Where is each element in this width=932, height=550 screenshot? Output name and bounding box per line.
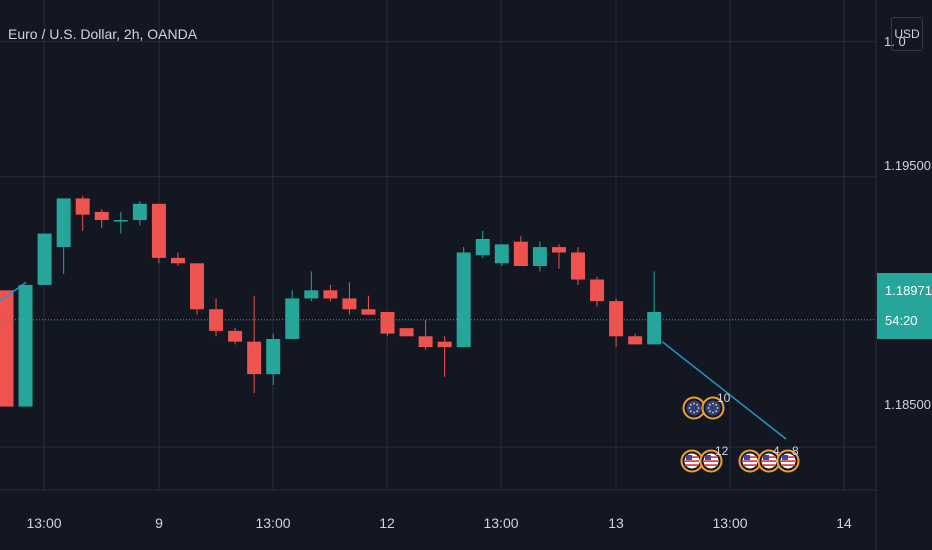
eu-star — [696, 403, 699, 406]
eu-star — [689, 410, 692, 413]
eu-star — [693, 402, 695, 405]
us-stripe — [781, 460, 795, 462]
us-stripe — [685, 460, 699, 462]
candle-body — [0, 290, 14, 407]
eu-star — [715, 403, 718, 406]
time-label: 13:00 — [483, 515, 519, 531]
us-stripe — [743, 464, 757, 466]
candle-body — [399, 328, 414, 337]
time-label: 13:00 — [712, 515, 748, 531]
eu-star — [696, 410, 699, 413]
candle-body — [113, 220, 128, 222]
us-stripe — [762, 464, 776, 466]
eu-star — [708, 410, 711, 413]
us-stripe — [704, 460, 718, 462]
projection-line — [661, 341, 787, 440]
candle-body — [228, 330, 243, 342]
us-canton — [744, 455, 750, 460]
candle-body — [132, 203, 147, 221]
time-label: 14 — [836, 515, 852, 531]
candle-body — [266, 338, 281, 375]
candle-body — [18, 284, 33, 407]
candle-body — [513, 241, 528, 266]
candle-body — [151, 203, 166, 258]
bar-countdown-label: 54:20 — [885, 313, 918, 328]
candle-body — [323, 290, 338, 299]
trend-line-segment — [0, 281, 27, 302]
candle-body — [94, 211, 109, 221]
eu-star — [707, 407, 710, 409]
price-label-top: 1. 0 — [884, 34, 906, 49]
time-label: 12 — [379, 515, 395, 531]
candle-body — [494, 244, 509, 264]
us-canton — [782, 455, 788, 460]
time-label: 13:00 — [26, 515, 62, 531]
us-stripe — [762, 460, 776, 462]
candle-body — [647, 311, 662, 345]
eu-star — [697, 407, 700, 409]
us-stripe — [743, 460, 757, 462]
event-marker-us: 8 — [776, 444, 800, 473]
price-label-2: 1.18500 — [884, 397, 931, 412]
event-marker-eu: 10 — [701, 391, 731, 420]
candle-body — [380, 311, 395, 334]
eu-star — [715, 410, 718, 413]
event-count: 10 — [717, 391, 731, 405]
event-marker-eu — [682, 396, 706, 420]
eu-star — [693, 411, 695, 414]
eu-star — [716, 407, 719, 409]
candle-body — [609, 301, 624, 337]
eu-star — [689, 403, 692, 406]
eu-star — [708, 403, 711, 406]
event-marker-us — [680, 449, 704, 473]
event-marker-us: 4 — [757, 444, 781, 473]
eu-star — [712, 411, 714, 414]
us-canton — [686, 455, 692, 460]
symbol-title: Euro / U.S. Dollar, 2h, OANDA — [8, 26, 198, 42]
candle-body — [190, 263, 204, 310]
candle-body — [342, 298, 357, 310]
candle-body — [551, 247, 566, 253]
time-label: 13 — [608, 515, 624, 531]
candle-body — [361, 309, 376, 315]
event-count: 12 — [715, 444, 729, 458]
candle-body — [418, 336, 433, 348]
candle-body — [437, 341, 452, 348]
eu-star — [688, 407, 691, 409]
event-count: 8 — [792, 444, 799, 458]
candle-body — [247, 341, 262, 375]
candle-body — [475, 238, 490, 256]
event-count: 4 — [773, 444, 780, 458]
time-label: 13:00 — [255, 515, 291, 531]
candle-body — [37, 233, 52, 285]
time-label: 9 — [155, 515, 163, 531]
candle-body — [56, 198, 71, 248]
candle-body — [456, 252, 471, 348]
candle-body — [75, 198, 90, 215]
candle-body — [571, 252, 585, 280]
us-stripe — [685, 464, 699, 466]
candle-body — [285, 298, 300, 339]
us-canton — [763, 455, 769, 460]
current-price-badge: 1.18971 54:20 — [877, 273, 932, 339]
event-marker-us: 12 — [699, 444, 729, 473]
currency-button[interactable]: USD — [891, 17, 923, 51]
us-stripe — [781, 464, 795, 466]
candle-body — [532, 247, 547, 266]
price-label-1: 1.19500 — [884, 158, 931, 173]
us-canton — [705, 455, 711, 460]
candle-body — [590, 279, 605, 302]
candle-body — [170, 257, 185, 264]
chart-overlays: 10 12 4 8 — [0, 281, 876, 473]
candle-body — [628, 336, 643, 345]
current-price-label: 1.18971 — [885, 283, 932, 298]
eu-star — [712, 402, 714, 405]
candle-body — [304, 290, 319, 299]
candlestick-series — [0, 195, 662, 407]
event-marker-us — [738, 449, 762, 473]
us-stripe — [704, 464, 718, 466]
